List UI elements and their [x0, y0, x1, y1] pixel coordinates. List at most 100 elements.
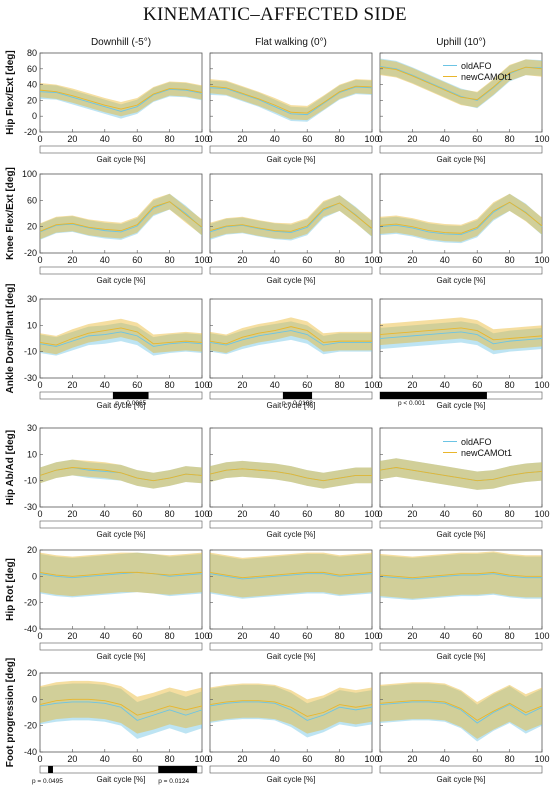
x-tick-label: 20: [237, 631, 247, 641]
p-value-label: p = 0.0065: [115, 400, 146, 407]
panel-hip-ab-ad-deg-downhill-5: -30 -10 10 30 0 20 40 60 80 100 Gait cycle [%]: [24, 423, 210, 539]
line-oldafo: [39, 571, 203, 579]
band-oldafo: [380, 58, 542, 109]
x-tick-label: 40: [100, 509, 110, 519]
y-tick-label: -30: [24, 373, 37, 383]
band-oldafo: [40, 552, 202, 598]
band-oldafo: [210, 460, 372, 489]
band-newcamot1: [380, 59, 542, 108]
x-tick-label: 60: [472, 380, 482, 390]
band-newcamot1: [380, 458, 542, 490]
x-tick-label: 100: [194, 255, 209, 265]
x-tick-label: 40: [270, 134, 280, 144]
x-tick-label: 60: [302, 134, 312, 144]
y-tick-label: -10: [24, 347, 37, 357]
panel-hip-rot-deg-downhill-5: -40 -20 0 20 0 20 40 60 80 100 Gait cycle [%]: [24, 545, 210, 661]
x-tick-label: 80: [505, 509, 515, 519]
x-axis-label: Gait cycle [%]: [97, 155, 146, 164]
line-oldafo: [379, 701, 543, 724]
y-tick-label: 20: [27, 222, 37, 232]
band-oldafo: [210, 684, 372, 738]
x-tick-label: 0: [207, 380, 212, 390]
line-newcamot1: [209, 202, 373, 232]
x-tick-label: 40: [270, 509, 280, 519]
y-tick-label: -40: [24, 747, 37, 757]
y-tick-label: 0: [32, 571, 37, 581]
y-tick-label: 80: [27, 48, 37, 58]
y-tick-label: 20: [27, 545, 37, 555]
panel-ankle-dorsi-plant-deg-flat-walking-0: 0 20 40 60 80 100 Gait cycle [%]p = 0.0108: [207, 298, 380, 410]
x-tick-label: 0: [377, 134, 382, 144]
x-tick-label: 40: [440, 380, 450, 390]
band-newcamot1: [40, 552, 202, 597]
x-tick-label: 60: [132, 134, 142, 144]
line-oldafo: [209, 330, 372, 346]
panel-frame: [379, 549, 543, 630]
y-tick-label: 30: [27, 294, 37, 304]
x-tick-label: 60: [472, 754, 482, 764]
panel-frame: [39, 672, 203, 753]
x-tick-label: 60: [302, 509, 312, 519]
significance-bar: [282, 392, 313, 399]
p-value-label: p = 0.0495: [32, 778, 63, 785]
x-tick-label: 60: [132, 255, 142, 265]
panel-hip-flex-ext-deg-uphill-10: 0 20 40 60 80 100 Gait cycle [%]: [377, 52, 550, 164]
line-newcamot1: [379, 201, 543, 234]
x-axis-label: Gait cycle [%]: [267, 401, 316, 410]
x-tick-label: 40: [100, 754, 110, 764]
y-tick-label: -10: [24, 476, 37, 486]
x-tick-label: 20: [67, 509, 77, 519]
significance-strip: [39, 145, 203, 154]
x-tick-label: 20: [67, 631, 77, 641]
panel-knee-flex-ext-deg-uphill-10: 0 20 40 60 80 100 Gait cycle [%]: [377, 173, 550, 285]
x-tick-label: 20: [237, 255, 247, 265]
x-tick-label: 40: [440, 134, 450, 144]
x-tick-label: 100: [534, 631, 549, 641]
p-value-label: p < 0.001: [398, 400, 426, 407]
y-tick-label: -20: [24, 721, 37, 731]
x-tick-label: 100: [364, 754, 379, 764]
condition-header-uphill-10: Uphill (10°): [436, 37, 486, 48]
panel-ankle-dorsi-plant-deg-downhill-5: -30 -10 10 30 0 20 40 60 80 100 Gait cycle [%]p = …: [24, 294, 210, 410]
legend-swatch-oldafo: [443, 441, 457, 442]
panel-knee-flex-ext-deg-flat-walking-0: 0 20 40 60 80 100 Gait cycle [%]: [207, 173, 380, 285]
y-tick-label: 20: [27, 668, 37, 678]
line-oldafo: [209, 701, 373, 721]
line-newcamot1: [379, 571, 542, 579]
x-axis-label: Gait cycle [%]: [97, 276, 146, 285]
x-tick-label: 100: [364, 255, 379, 265]
x-tick-label: 0: [207, 631, 212, 641]
significance-strip: [39, 266, 203, 275]
x-tick-label: 20: [67, 134, 77, 144]
x-axis-label: Gait cycle [%]: [437, 775, 486, 784]
panel-frame: [209, 427, 373, 508]
x-tick-label: 100: [534, 754, 549, 764]
panel-frame: [209, 298, 373, 379]
line-newcamot1: [39, 327, 203, 346]
band-oldafo: [380, 552, 542, 601]
x-tick-label: 0: [207, 509, 212, 519]
x-axis-label: Gait cycle [%]: [267, 775, 316, 784]
x-axis-label: Gait cycle [%]: [267, 155, 316, 164]
x-tick-label: 80: [165, 754, 175, 764]
x-tick-label: 40: [440, 255, 450, 265]
x-tick-label: 60: [302, 380, 312, 390]
legend-label-oldafo: oldAFO: [461, 436, 492, 447]
panel-hip-ab-ad-deg-uphill-10: 0 20 40 60 80 100 Gait cycle [%]: [377, 427, 550, 539]
x-tick-label: 40: [440, 754, 450, 764]
panel-ankle-dorsi-plant-deg-uphill-10: 0 20 40 60 80 100 Gait cycle [%] p < 0.001: [377, 298, 550, 410]
x-tick-label: 60: [302, 754, 312, 764]
panel-frame: [379, 173, 543, 254]
y-axis-label-ankle-dorsi-plant-deg: Ankle Dorsi/Plant [deg]: [5, 283, 16, 393]
y-tick-label: 0: [32, 694, 37, 704]
line-oldafo: [379, 331, 543, 345]
band-oldafo: [380, 321, 542, 355]
panel-foot-progression-deg-uphill-10: 0 20 40 60 80 100 Gait cycle [%]: [377, 672, 550, 784]
band-newcamot1: [40, 81, 202, 117]
x-tick-label: 100: [364, 631, 379, 641]
legend-top: oldAFO newCAMOt1: [443, 60, 512, 82]
band-newcamot1: [210, 79, 372, 121]
panel-frame: [379, 672, 543, 753]
